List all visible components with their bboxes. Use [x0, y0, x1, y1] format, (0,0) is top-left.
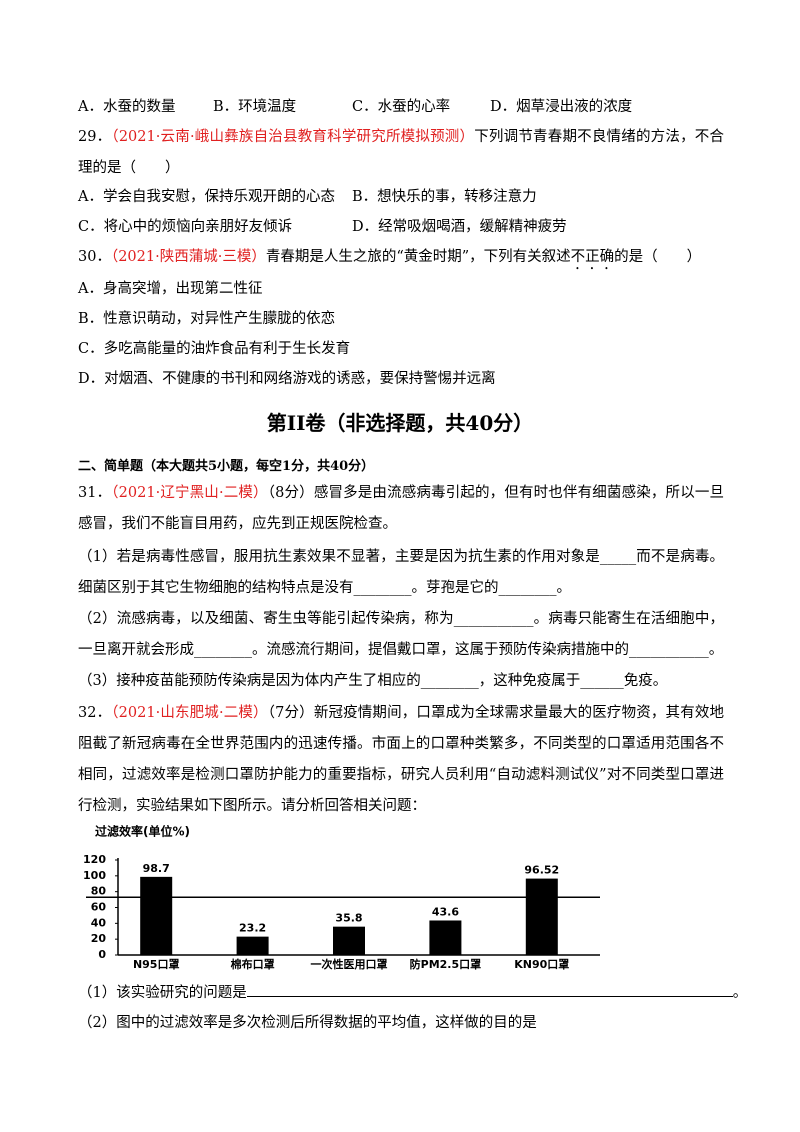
- q-number: 29．: [78, 129, 112, 145]
- data-label: 96.52: [524, 864, 559, 877]
- y-tick-label: 100: [83, 869, 106, 882]
- data-label: 98.7: [143, 862, 170, 875]
- y-axis-title: 过滤效率(单位%): [95, 824, 190, 839]
- section-subtitle: 二、简单题（本大题共5小题，每空1分，共40分）: [78, 459, 375, 474]
- option: D．对烟酒、不健康的书刊和网络游戏的诱惑，要保持警惕并远离: [78, 371, 496, 387]
- x-tick-label: 棉布口罩: [231, 957, 275, 971]
- sub-question: （2）图中的过滤效率是多次检测后所得数据的平均值，这样做的目的是: [78, 1015, 537, 1031]
- q-points: （8分）: [267, 485, 314, 501]
- q-stem: 青春期是人生之旅的“黄金时期”，下列有关叙述: [265, 249, 571, 265]
- q-stem: 下列调节青春期不良情绪的方法，不合理的是（ ）: [78, 129, 725, 176]
- y-tick-label: 60: [91, 901, 107, 914]
- answer-blank: [246, 978, 733, 997]
- option: C．水蚕的心率: [352, 99, 451, 115]
- question: 30．（2021·陕西蒲城·三模）青春期是人生之旅的“黄金时期”，下列有关叙述不…: [78, 242, 724, 273]
- sub-question: （3）接种疫苗能预防传染病是因为体内产生了相应的________，这种免疫属于_…: [78, 673, 668, 689]
- q-number: 30．: [78, 249, 111, 265]
- sub-question: （2）流感病毒，以及细菌、寄生虫等能引起传染病，称为___________。病毒…: [78, 611, 724, 658]
- y-tick-label: 80: [91, 885, 107, 898]
- q-points: （7分）: [267, 705, 314, 721]
- q-stem: 新冠疫情期间，口罩成为全球需求量最大的医疗物资，其有效地阻截了新冠病毒在全世界范…: [78, 705, 725, 814]
- option: B．想快乐的事，转移注意力: [352, 189, 537, 205]
- x-tick-label: KN90口罩: [514, 958, 569, 971]
- question: 31．（2021·辽宁黑山·二模）（8分）感冒多是由流感病毒引起的，但有时也伴有…: [78, 478, 724, 540]
- x-tick-label: 防PM2.5口罩: [410, 957, 482, 971]
- y-tick-label: 0: [98, 948, 106, 961]
- data-label: 43.6: [432, 905, 459, 918]
- bar: [429, 920, 462, 955]
- y-tick-label: 40: [91, 916, 107, 929]
- option: D．烟草浸出液的浓度: [490, 99, 633, 115]
- sub-question: （1）该实验研究的问题是 。: [78, 978, 747, 1009]
- bar: [525, 878, 558, 955]
- bar: [333, 926, 365, 955]
- q-stem: 感冒多是由流感病毒引起的，但有时也伴有细菌感染，所以一旦感冒，我们不能盲目用药，…: [78, 485, 725, 532]
- option: B．性意识萌动，对异性产生朦胧的依恋: [78, 311, 336, 327]
- sub-question-end: 。: [732, 985, 748, 1001]
- data-label: 23.2: [239, 922, 266, 935]
- q-source: （2021·陕西蒲城·三模）: [110, 249, 266, 265]
- data-label: 35.8: [335, 912, 362, 925]
- section-title: 第II卷（非选择题，共40分）: [266, 411, 534, 435]
- q-emphasis: 不正确: [570, 249, 615, 265]
- q-number: 32．: [78, 705, 112, 721]
- y-tick-label: 20: [91, 932, 107, 945]
- q-source: （2021·云南·峨山彝族自治县教育科学研究所模拟预测）: [111, 129, 475, 145]
- sub-question: （1）若是病毒性感冒，服用抗生素效果不显著，主要是因为抗生素的作用对象是____…: [78, 549, 724, 596]
- chart: 过滤效率(单位%) 0 20 40 60 80 100 120 98.7 N95口罩 23.2 棉布口…: [83, 824, 600, 971]
- bar: [140, 876, 173, 955]
- option: A．水蚕的数量: [78, 99, 176, 115]
- q-source: （2021·辽宁黑山·二模）: [111, 485, 268, 501]
- y-tick-label: 120: [83, 853, 106, 866]
- option: C．将心中的烦恼向亲朋好友倾诉: [78, 219, 293, 235]
- sub-question-text: （1）该实验研究的问题是: [78, 985, 247, 1001]
- x-tick-label: N95口罩: [133, 958, 180, 971]
- q-source: （2021·山东肥城·二模）: [111, 705, 268, 721]
- q-stem: 的是（ ）: [614, 249, 702, 265]
- bar: [236, 936, 269, 955]
- question: 29．（2021·云南·峨山彝族自治县教育科学研究所模拟预测）下列调节青春期不良…: [78, 122, 724, 184]
- x-tick-label: 一次性医用口罩: [311, 957, 388, 971]
- option: B．环境温度: [213, 99, 297, 115]
- question: 32．（2021·山东肥城·二模）（7分）新冠疫情期间，口罩成为全球需求量最大的…: [78, 698, 724, 822]
- option: D．经常吸烟喝酒，缓解精神疲劳: [352, 219, 567, 235]
- option: A．身高突增，出现第二性征: [78, 281, 263, 297]
- option: A．学会自我安慰，保持乐观开朗的心态: [78, 189, 335, 205]
- option: C．多吃高能量的油炸食品有利于生长发育: [78, 341, 351, 357]
- q-number: 31．: [78, 485, 112, 501]
